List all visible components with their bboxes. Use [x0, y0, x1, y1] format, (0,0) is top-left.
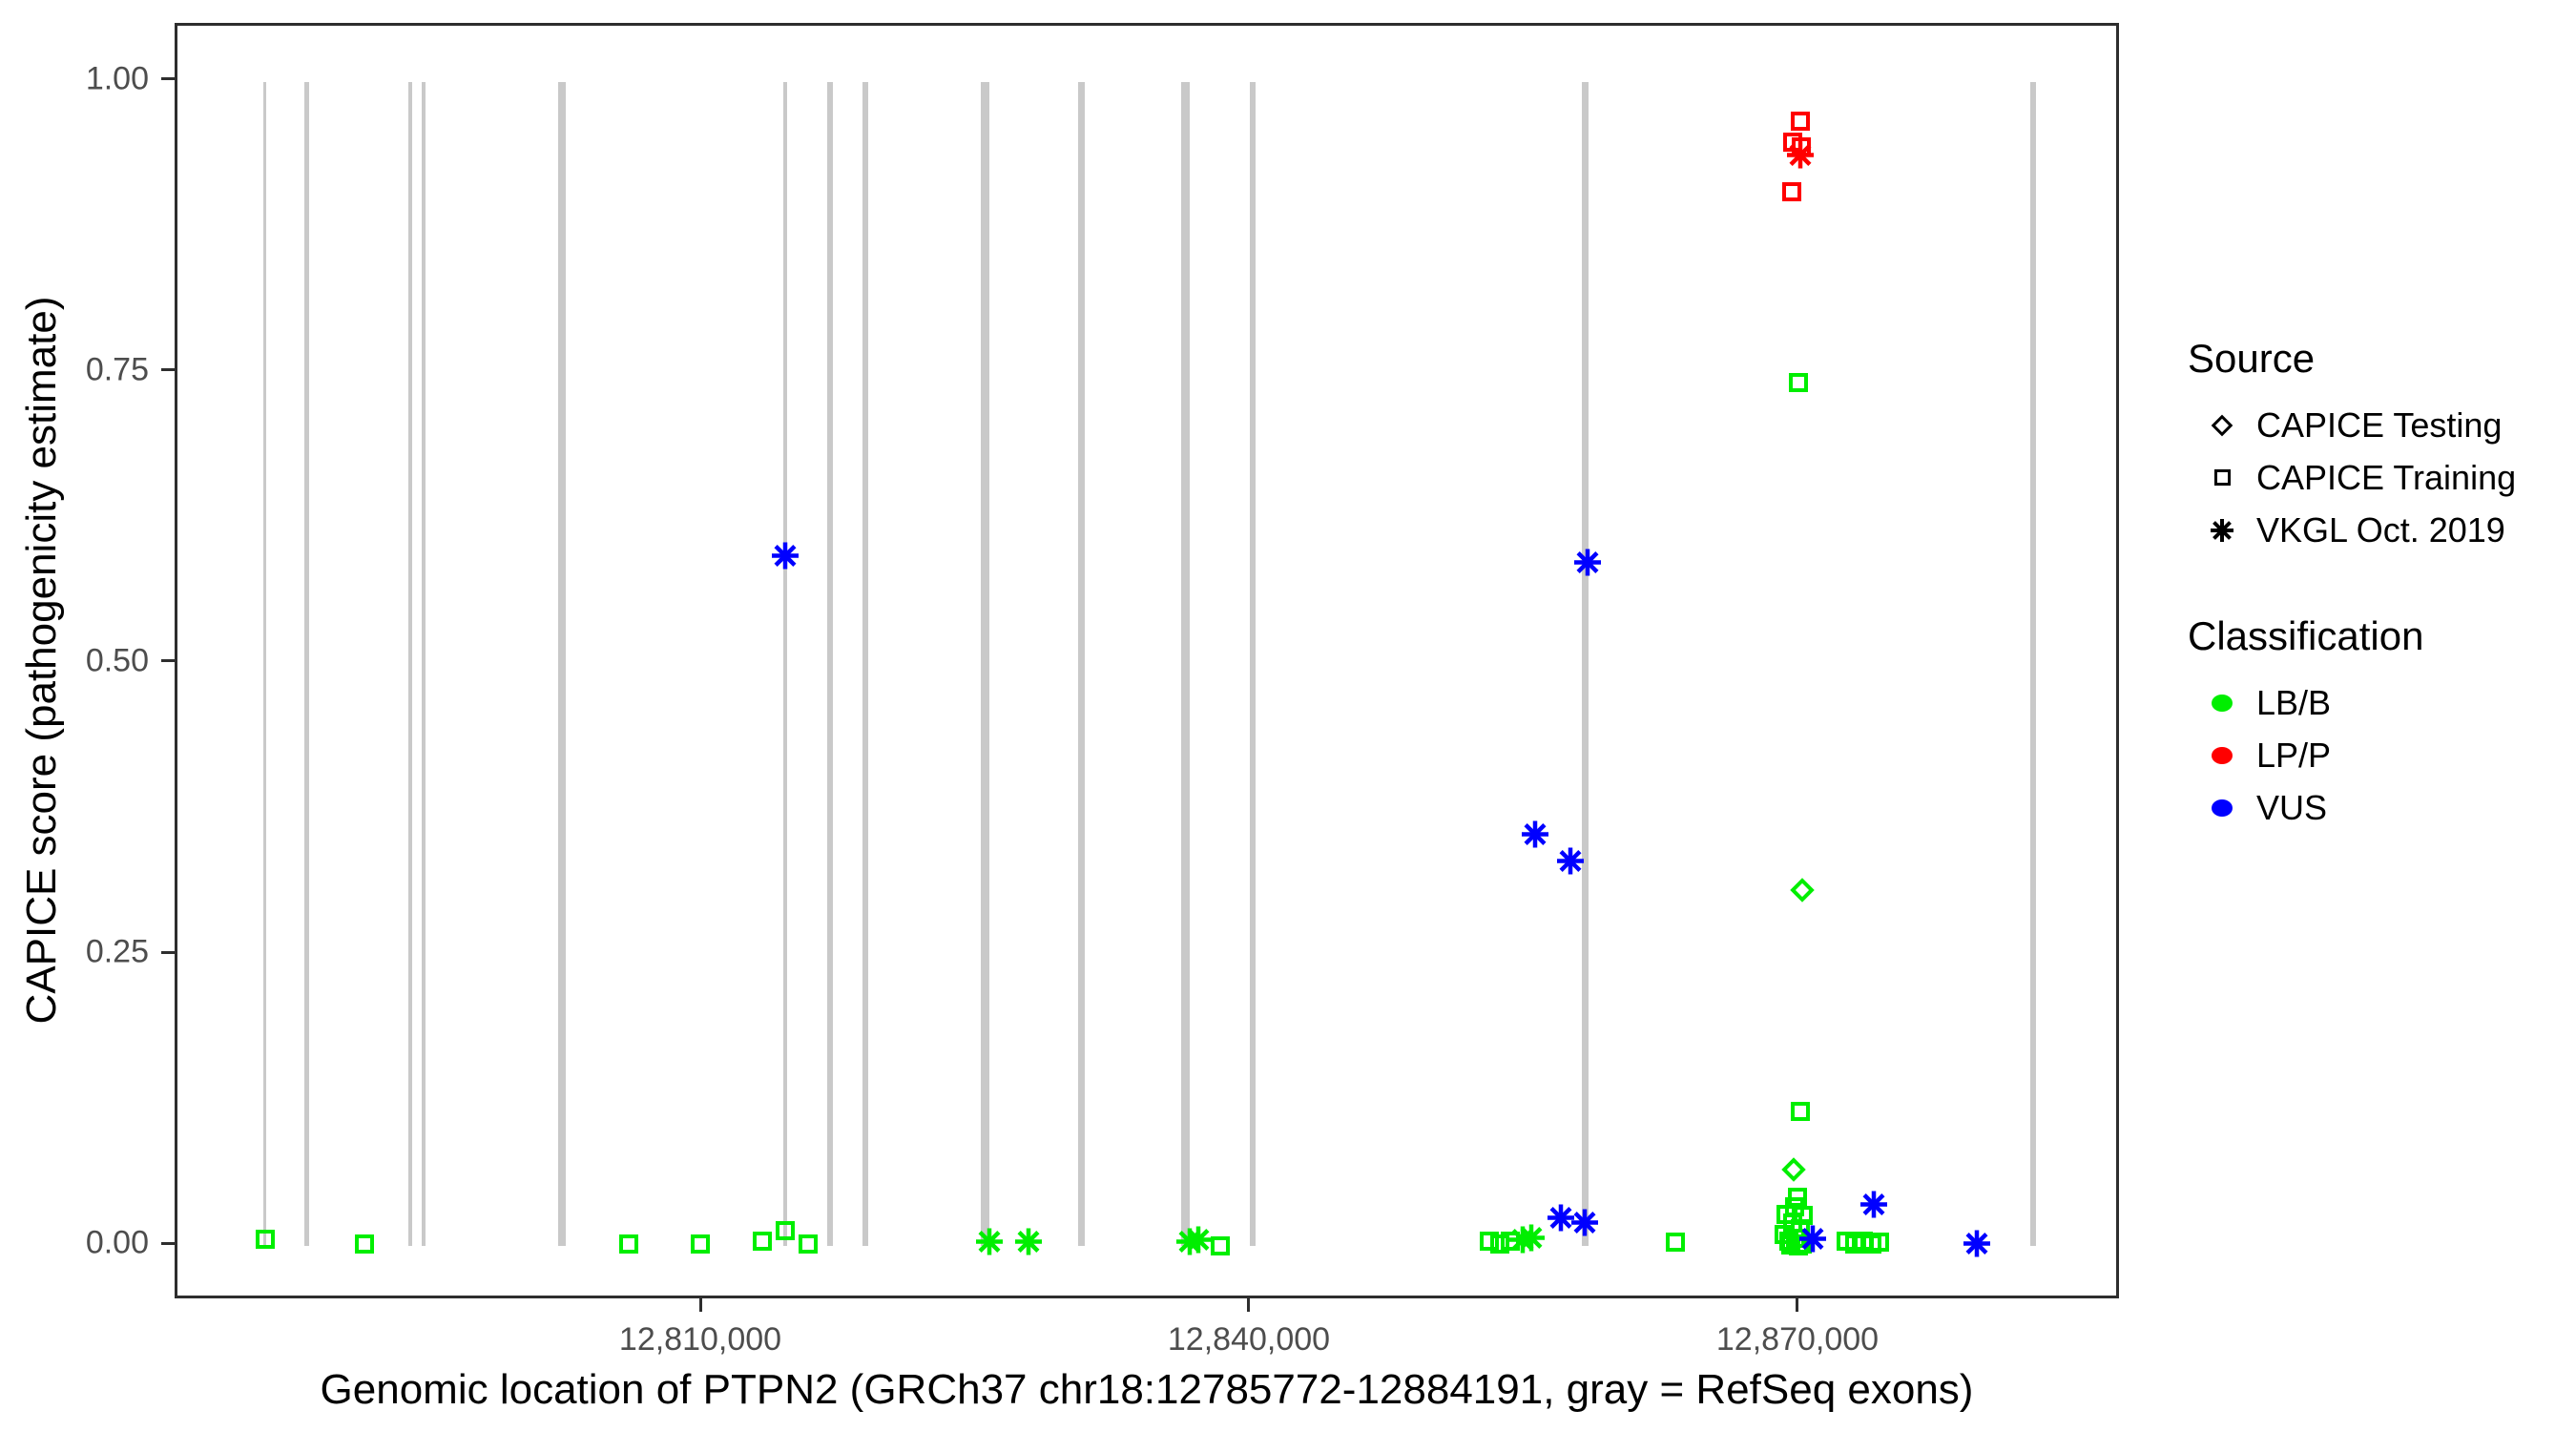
data-point-asterisk [771, 541, 800, 574]
legend-item-label: CAPICE Training [2256, 457, 2517, 497]
data-point-square [690, 1234, 710, 1254]
data-point-square [1666, 1233, 1686, 1253]
data-point-asterisk [975, 1227, 1004, 1260]
x-tick-label: 12,870,000 [1715, 1321, 1880, 1358]
data-point-square [1869, 1233, 1889, 1253]
diamond-icon [2188, 414, 2256, 436]
data-point-square [776, 1221, 796, 1241]
data-point-asterisk [1521, 819, 1549, 853]
legend-item-capice-testing: CAPICE Testing [2188, 399, 2569, 451]
data-point-asterisk [1798, 1225, 1827, 1258]
data-point-square [1790, 1101, 1810, 1121]
legend-item-lp-p: LP/P [2188, 729, 2569, 781]
legend-source-title: Source [2188, 336, 2316, 381]
data-point-diamond [1790, 877, 1815, 902]
x-tick-label: 12,810,000 [618, 1321, 782, 1358]
refseq-exon-line [1078, 81, 1086, 1247]
data-point-asterisk [1963, 1230, 1991, 1263]
legend-classification-block: Classification LB/B LP/P VUS [2188, 613, 2569, 834]
legend: Source CAPICE Testing CAPICE Training VKGL… [2188, 336, 2569, 891]
data-point-diamond [1781, 1156, 1806, 1182]
legend-item-vkgl-oct-2019: VKGL Oct. 2019 [2188, 504, 2569, 556]
refseq-exon-line [827, 81, 834, 1247]
refseq-exon-line [2029, 81, 2036, 1247]
refseq-exon-line [1581, 81, 1589, 1247]
data-point-square [255, 1229, 275, 1249]
refseq-exon-line [558, 81, 567, 1247]
legend-item-label: CAPICE Testing [2256, 404, 2503, 445]
dot-icon [2188, 746, 2256, 764]
data-point-asterisk [1570, 1209, 1599, 1242]
data-point-square [618, 1234, 638, 1254]
data-point-square [1781, 181, 1801, 201]
data-point-asterisk [1184, 1226, 1213, 1259]
legend-item-label: LB/B [2256, 682, 2332, 722]
refseq-exon-line [303, 81, 309, 1247]
data-point-asterisk [1859, 1190, 1888, 1223]
refseq-exon-line [783, 81, 788, 1247]
x-tick-mark [1247, 1298, 1251, 1312]
data-point-square [752, 1232, 772, 1252]
y-tick-mark [161, 77, 175, 81]
legend-classification-title: Classification [2188, 613, 2424, 658]
asterisk-icon [2188, 518, 2256, 543]
legend-item-label: VKGL Oct. 2019 [2256, 509, 2505, 550]
y-tick-label: 0.00 [85, 1224, 149, 1261]
data-point-asterisk [1014, 1227, 1043, 1260]
data-point-square [355, 1234, 375, 1254]
legend-item-capice-training: CAPICE Training [2188, 451, 2569, 504]
x-axis-title: Genomic location of PTPN2 (GRCh37 chr18:… [320, 1366, 1974, 1413]
refseq-exon-line [981, 81, 990, 1247]
refseq-exon-line [408, 81, 413, 1247]
legend-item-label: LP/P [2256, 735, 2332, 775]
data-point-asterisk [1573, 549, 1602, 582]
refseq-exon-line [421, 81, 426, 1247]
refseq-exon-line [263, 81, 267, 1247]
legend-source-block: Source CAPICE Testing CAPICE Training VKGL… [2188, 336, 2569, 556]
refseq-exon-line [862, 81, 868, 1247]
dot-icon [2188, 798, 2256, 817]
legend-item-lb-b: LB/B [2188, 676, 2569, 729]
data-point-asterisk [1547, 1204, 1575, 1237]
y-tick-label: 0.25 [85, 933, 149, 970]
data-point-square [1789, 372, 1809, 392]
data-point-square [1790, 112, 1810, 132]
dot-icon [2188, 694, 2256, 712]
legend-item-label: VUS [2256, 787, 2328, 827]
plot-panel [175, 23, 2119, 1298]
legend-item-vus: VUS [2188, 781, 2569, 834]
data-point-square [799, 1234, 819, 1254]
y-tick-mark [161, 950, 175, 954]
x-tick-label: 12,840,000 [1167, 1321, 1331, 1358]
square-icon [2188, 469, 2256, 486]
y-tick-label: 1.00 [85, 60, 149, 97]
x-tick-mark [1796, 1298, 1799, 1312]
data-point-asterisk [1556, 846, 1585, 880]
y-tick-label: 0.50 [85, 642, 149, 679]
refseq-exon-line [1249, 81, 1256, 1247]
y-tick-label: 0.75 [85, 351, 149, 388]
data-point-square [1489, 1234, 1509, 1254]
data-point-square [1479, 1232, 1499, 1252]
y-tick-mark [161, 1241, 175, 1245]
y-tick-mark [161, 368, 175, 372]
data-point-asterisk [1786, 141, 1815, 175]
data-point-asterisk [1517, 1223, 1546, 1256]
x-tick-mark [698, 1298, 702, 1312]
refseq-exon-line [1181, 81, 1191, 1247]
data-point-square [1211, 1236, 1231, 1256]
y-tick-mark [161, 659, 175, 663]
